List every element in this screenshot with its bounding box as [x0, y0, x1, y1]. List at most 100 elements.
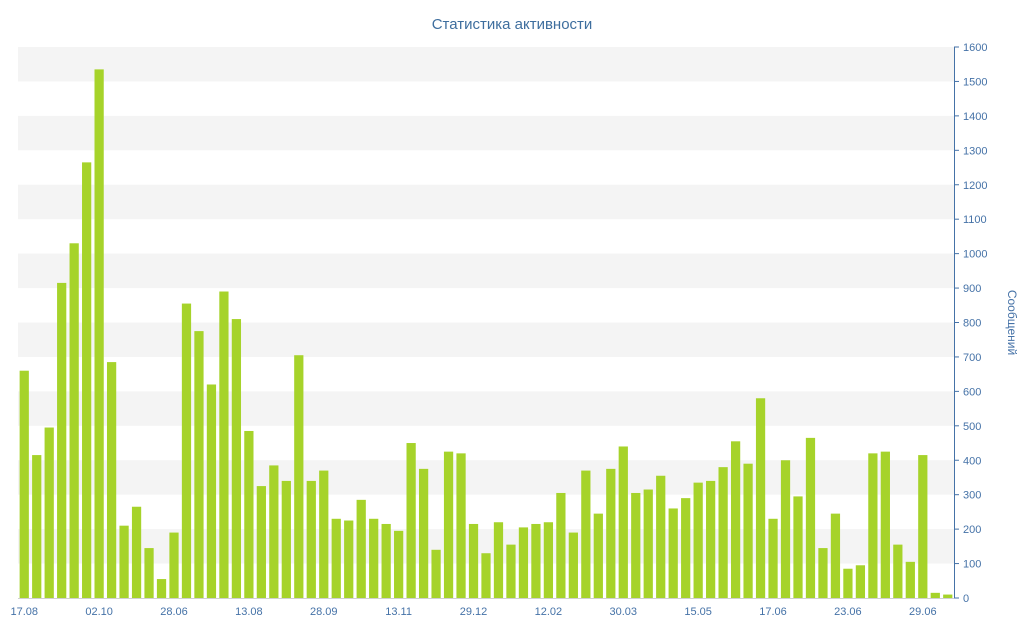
y-tick-label: 400 [963, 455, 981, 467]
bar[interactable] [369, 518, 379, 598]
x-tick-label: 15.05 [684, 606, 712, 618]
y-tick-label: 0 [963, 593, 969, 605]
bar[interactable] [144, 548, 154, 598]
y-tick-label: 700 [963, 352, 981, 364]
bar[interactable] [82, 162, 92, 598]
bar[interactable] [456, 453, 466, 598]
x-tick-label: 28.09 [310, 606, 338, 618]
bar[interactable] [256, 486, 266, 598]
bar[interactable] [893, 544, 903, 598]
bar[interactable] [94, 69, 104, 598]
bar[interactable] [681, 498, 691, 598]
bar[interactable] [481, 553, 491, 598]
y-tick-label: 1300 [963, 145, 987, 157]
x-tick-label: 02.10 [85, 606, 113, 618]
bar[interactable] [543, 522, 554, 598]
bar[interactable] [219, 291, 229, 598]
y-tick-label: 1000 [963, 249, 987, 261]
bar[interactable] [356, 499, 366, 598]
bar[interactable] [868, 453, 878, 598]
bar[interactable] [244, 430, 254, 598]
x-tick-label: 29.12 [460, 606, 488, 618]
bar[interactable] [406, 443, 416, 598]
bar[interactable] [331, 518, 341, 598]
bar[interactable] [793, 496, 803, 598]
bar[interactable] [443, 451, 454, 598]
x-tick-label: 13.08 [235, 606, 263, 618]
bar[interactable] [581, 470, 591, 598]
bar[interactable] [706, 480, 716, 598]
bar[interactable] [568, 532, 578, 598]
grid-band [18, 253, 954, 289]
bar[interactable] [656, 475, 666, 598]
bar[interactable] [32, 455, 42, 598]
bar[interactable] [768, 518, 778, 598]
bar[interactable] [780, 460, 791, 598]
bar[interactable] [19, 370, 29, 598]
bar[interactable] [606, 468, 616, 598]
y-tick-label: 900 [963, 283, 981, 295]
bar[interactable] [943, 594, 953, 598]
bar[interactable] [306, 480, 316, 598]
bar[interactable] [855, 565, 866, 598]
bar[interactable] [631, 492, 641, 598]
grid-band [18, 184, 954, 220]
bar[interactable] [418, 468, 429, 598]
bar[interactable] [194, 331, 204, 598]
bar[interactable] [381, 523, 391, 598]
grid-band [18, 391, 954, 426]
bar[interactable] [643, 489, 653, 598]
bar[interactable] [319, 470, 329, 598]
bar[interactable] [905, 561, 915, 598]
grid-band [18, 115, 954, 151]
bar[interactable] [531, 523, 541, 598]
bar[interactable] [556, 492, 566, 598]
bar[interactable] [718, 467, 728, 598]
bar[interactable] [206, 384, 217, 598]
bar[interactable] [44, 427, 54, 598]
bar[interactable] [506, 544, 516, 598]
bar[interactable] [156, 579, 167, 598]
bar[interactable] [431, 549, 441, 598]
bar[interactable] [69, 243, 79, 599]
bar[interactable] [57, 282, 67, 598]
bar[interactable] [830, 513, 841, 598]
bar[interactable] [344, 520, 354, 598]
bar[interactable] [805, 437, 816, 598]
bar[interactable] [468, 523, 479, 598]
x-tick-label: 17.06 [759, 606, 787, 618]
bar[interactable] [518, 527, 529, 598]
grid-band [18, 322, 954, 357]
bar[interactable] [269, 465, 279, 598]
bar[interactable] [169, 532, 179, 598]
x-tick-label: 29.06 [909, 606, 937, 618]
bar[interactable] [880, 451, 890, 598]
bar[interactable] [730, 441, 741, 598]
bar[interactable] [743, 463, 753, 598]
bar[interactable] [294, 355, 304, 598]
bar[interactable] [818, 548, 828, 598]
bar[interactable] [131, 506, 142, 598]
x-tick-label: 30.03 [610, 606, 638, 618]
bar[interactable] [755, 398, 766, 598]
bar[interactable] [106, 362, 117, 598]
bar[interactable] [281, 480, 291, 598]
bar[interactable] [593, 513, 603, 598]
bar[interactable] [618, 446, 628, 599]
bar[interactable] [918, 455, 928, 598]
bar[interactable] [930, 592, 940, 598]
bar[interactable] [668, 508, 678, 598]
bar[interactable] [181, 303, 192, 598]
bar[interactable] [394, 530, 404, 598]
x-tick-label: 13.11 [385, 606, 412, 618]
bar[interactable] [119, 525, 129, 598]
bar[interactable] [493, 522, 504, 598]
bar[interactable] [231, 319, 242, 598]
bar[interactable] [843, 568, 853, 598]
y-tick-label: 100 [963, 559, 981, 571]
x-tick-label: 12.02 [535, 606, 563, 618]
y-tick-label: 200 [963, 524, 981, 536]
bar[interactable] [693, 482, 703, 598]
y-tick-label: 1600 [963, 42, 987, 54]
